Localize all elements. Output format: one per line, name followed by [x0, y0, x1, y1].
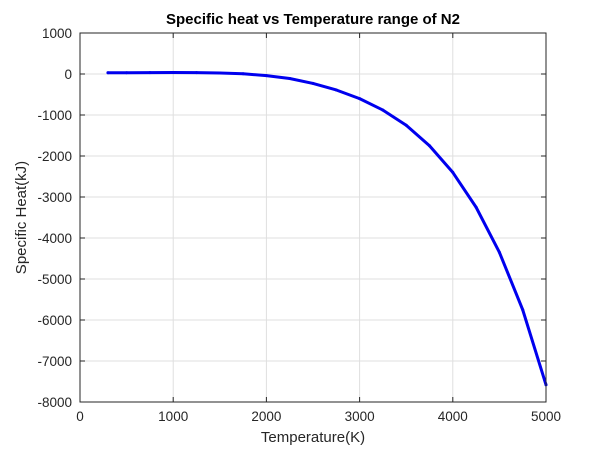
data-point — [218, 71, 222, 75]
data-point — [521, 308, 525, 312]
y-tick-label: 1000 — [42, 26, 72, 41]
y-tick-label: -3000 — [37, 190, 72, 205]
series-line — [106, 71, 548, 387]
y-tick-label: -5000 — [37, 272, 72, 287]
y-axis-label: Specific Heat(kJ) — [13, 161, 30, 274]
data-point — [311, 81, 315, 85]
axis-ticks — [79, 32, 547, 403]
data-point — [497, 250, 501, 254]
y-tick-label: -4000 — [37, 231, 72, 246]
data-point — [171, 71, 175, 75]
data-point — [381, 108, 385, 112]
x-tick-label: 5000 — [531, 409, 561, 424]
x-axis-label: Temperature(K) — [261, 429, 365, 446]
data-point — [428, 144, 431, 148]
x-tick-label: 4000 — [438, 409, 468, 424]
data-point — [106, 71, 110, 75]
y-tick-label: -2000 — [37, 149, 72, 164]
data-point — [195, 71, 198, 75]
x-tick-label: 2000 — [251, 409, 281, 424]
y-tick-label: -8000 — [37, 395, 72, 410]
data-point — [451, 170, 455, 174]
data-point — [474, 205, 478, 209]
data-point — [334, 88, 338, 92]
tick-labels: 0 1000 2000 3000 4000 5000 1000 0 -1000 -2000 -300… — [37, 26, 561, 424]
x-tick-label: 1000 — [158, 409, 188, 424]
data-point — [358, 97, 362, 101]
y-tick-label: -6000 — [37, 313, 72, 328]
plot-area — [106, 71, 548, 387]
chart-title: Specific heat vs Temperature range of N2 — [166, 11, 460, 28]
data-point — [241, 72, 245, 76]
data-point — [404, 123, 408, 127]
data-point — [264, 74, 268, 78]
y-tick-label: 0 — [64, 67, 72, 82]
axes-box — [79, 32, 547, 403]
x-tick-label: 3000 — [345, 409, 375, 424]
data-point — [148, 71, 152, 75]
x-tick-label: 0 — [76, 409, 84, 424]
y-tick-label: -7000 — [37, 354, 72, 369]
data-point — [125, 71, 129, 75]
y-tick-label: -1000 — [37, 108, 72, 123]
data-point — [288, 77, 292, 81]
